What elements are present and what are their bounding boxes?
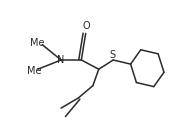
Text: O: O <box>83 21 90 31</box>
Text: S: S <box>109 50 116 60</box>
Text: Me: Me <box>27 66 42 76</box>
Text: N: N <box>57 55 64 65</box>
Text: Me: Me <box>30 38 44 48</box>
